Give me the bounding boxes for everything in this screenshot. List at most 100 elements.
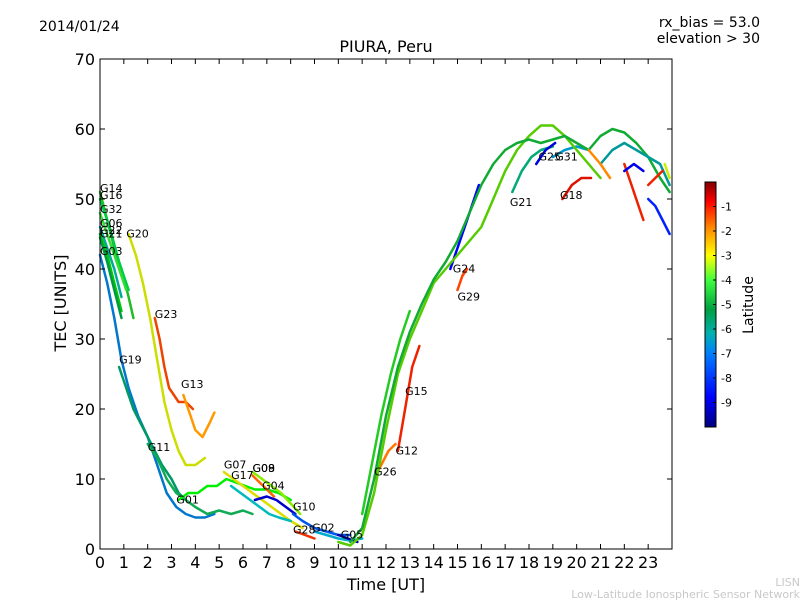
x-tick-label: 14 xyxy=(423,553,443,572)
series-line-gmain7 xyxy=(646,197,671,236)
x-tick-label: 5 xyxy=(214,553,224,572)
series-line-g12 xyxy=(396,344,421,453)
series-line-g04 xyxy=(253,495,297,516)
series-line-gmain4 xyxy=(587,148,612,180)
x-tick-label: 7 xyxy=(262,553,272,572)
colorbar-tick-label: -1 xyxy=(721,201,732,214)
satellite-label-g04: G04 xyxy=(262,480,285,493)
satellite-label-g25: G25 xyxy=(539,151,562,164)
y-tick-label: 0 xyxy=(85,540,95,559)
satellite-label-g31: G31 xyxy=(555,151,578,164)
x-tick-label: 6 xyxy=(238,553,248,572)
x-tick-label: 22 xyxy=(614,553,634,572)
satellite-label-g29: G29 xyxy=(458,291,481,304)
series-line-g29 xyxy=(456,267,469,292)
x-tick-label: 13 xyxy=(400,553,420,572)
series-line-gmain3 xyxy=(599,141,671,187)
series-line-g19 xyxy=(117,365,188,502)
series-line-g32 xyxy=(98,211,128,292)
date-label: 2014/01/24 xyxy=(39,19,120,35)
series-line-gmain8 xyxy=(646,169,664,187)
colorbar-tick-label: -8 xyxy=(721,372,732,385)
satellite-labels: G14G16G32G06G22G21G03G20G23G19G13G11G07G… xyxy=(100,151,583,542)
satellite-label-g19: G19 xyxy=(119,354,142,367)
y-axis-label: TEC [UNITS] xyxy=(51,255,70,353)
series-line-g16 xyxy=(98,197,130,292)
satellite-label-g05: G05 xyxy=(341,529,364,542)
colorbar-tick-label: -4 xyxy=(721,274,732,287)
series-line-g21b xyxy=(511,145,555,194)
colorbar-tick-label: -6 xyxy=(721,323,732,336)
colorbar-tick-label: -7 xyxy=(721,348,732,361)
satellite-label-g21: G21 xyxy=(100,228,123,241)
satellite-label-g28: G28 xyxy=(293,524,316,537)
satellite-label-g08: G08 xyxy=(253,462,276,475)
series-line-g22 xyxy=(98,232,123,313)
satellite-label-g11: G11 xyxy=(148,441,171,454)
series-line-g21 xyxy=(98,236,123,320)
y-tick-label: 20 xyxy=(75,400,95,419)
series-line-g07 xyxy=(222,470,304,530)
elevation-label: elevation > 30 xyxy=(657,31,760,47)
series-group xyxy=(98,124,671,547)
satellite-label-g02: G02 xyxy=(312,522,335,535)
series-line-g23 xyxy=(153,316,195,411)
colorbar-tick-label: -9 xyxy=(721,397,732,410)
series-line-g11 xyxy=(146,442,254,516)
latitude-colorbar: -9 -8 -7 -6 -5 -4 -3 -2 -1 Latitude xyxy=(704,181,757,428)
series-line-gmain1 xyxy=(337,124,602,547)
y-tick-label: 70 xyxy=(75,50,95,69)
series-line-g09 xyxy=(251,470,302,516)
x-tick-label: 21 xyxy=(590,553,610,572)
satellite-label-g10: G10 xyxy=(293,501,316,514)
satellite-label-g15: G15 xyxy=(405,385,428,398)
x-tick-label: 0 xyxy=(95,553,105,572)
satellite-label-g07: G07 xyxy=(224,459,247,472)
series-line-gmain6 xyxy=(623,162,645,173)
y-tick-label: 50 xyxy=(75,190,95,209)
x-tick-label: 8 xyxy=(286,553,296,572)
satellite-label-g23: G23 xyxy=(155,308,178,321)
footer-org-full: Low-Latitude Ionospheric Sensor Network xyxy=(571,588,800,600)
series-line-g31 xyxy=(551,145,590,159)
satellite-label-g32: G32 xyxy=(100,203,123,216)
satellite-label-g03: G03 xyxy=(100,245,123,258)
x-tick-label: 20 xyxy=(566,553,586,572)
x-tick-label: 3 xyxy=(166,553,176,572)
x-tick-label: 9 xyxy=(309,553,319,572)
series-line-g18 xyxy=(561,176,593,201)
x-tick-label: 2 xyxy=(143,553,153,572)
colorbar-tick-label: -3 xyxy=(721,250,732,263)
series-line-gmain9 xyxy=(663,162,671,180)
series-line-g08 xyxy=(251,474,276,498)
satellite-label-g13: G13 xyxy=(181,378,204,391)
series-line-gmain5 xyxy=(623,162,645,222)
satellite-label-g12: G12 xyxy=(396,445,419,458)
series-line-gmain2 xyxy=(349,127,671,544)
y-tick-label: 40 xyxy=(75,260,95,279)
x-tick-label: 18 xyxy=(519,553,539,572)
x-tick-label: 4 xyxy=(190,553,200,572)
satellite-label-g21: G21 xyxy=(510,196,533,209)
series-line-g25 xyxy=(534,141,557,166)
satellite-label-g14: G14 xyxy=(100,182,123,195)
x-tick-label: 16 xyxy=(471,553,491,572)
x-tick-label: 11 xyxy=(352,553,372,572)
satellite-label-g06: G06 xyxy=(100,217,123,230)
series-line-g13 xyxy=(182,393,216,439)
satellite-label-g20: G20 xyxy=(126,228,149,241)
satellite-label-g24: G24 xyxy=(453,263,476,276)
series-line-g20 xyxy=(127,232,207,467)
y-tick-label: 30 xyxy=(75,330,95,349)
series-line-g17 xyxy=(229,484,292,523)
satellite-label-g17: G17 xyxy=(231,469,254,482)
x-tick-label: 1 xyxy=(119,553,129,572)
x-tick-label: 19 xyxy=(543,553,563,572)
rx-bias-label: rx_bias = 53.0 xyxy=(659,15,760,31)
x-tick-label: 17 xyxy=(495,553,515,572)
satellite-label-g22: G22 xyxy=(100,224,123,237)
series-line-g28 xyxy=(294,530,316,540)
colorbar-tick-label: -5 xyxy=(721,299,732,312)
satellite-label-g01: G01 xyxy=(176,494,199,507)
